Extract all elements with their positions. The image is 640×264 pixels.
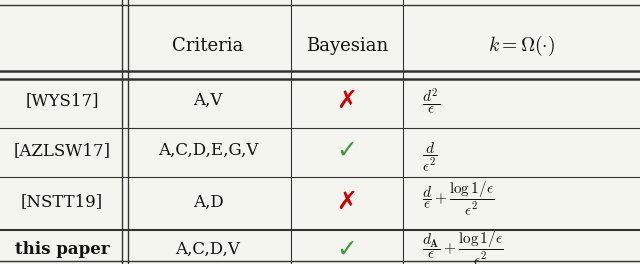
Text: ✓: ✓ (337, 139, 357, 162)
Text: Bayesian: Bayesian (306, 37, 388, 55)
Text: this paper: this paper (15, 241, 109, 258)
Text: A,D: A,D (193, 194, 223, 210)
Text: [NSTT19]: [NSTT19] (21, 194, 103, 210)
Text: [WYS17]: [WYS17] (26, 92, 99, 109)
Text: $\dfrac{d}{\epsilon^2}$: $\dfrac{d}{\epsilon^2}$ (422, 140, 438, 173)
Text: ✗: ✗ (337, 88, 357, 112)
Text: $\dfrac{d^2}{\epsilon}$: $\dfrac{d^2}{\epsilon}$ (422, 87, 440, 116)
Text: Criteria: Criteria (172, 37, 244, 55)
Text: ✓: ✓ (337, 238, 357, 261)
Text: A,C,D,V: A,C,D,V (175, 241, 241, 258)
Text: $\dfrac{d}{\epsilon} + \dfrac{\log 1/\epsilon}{\epsilon^2}$: $\dfrac{d}{\epsilon} + \dfrac{\log 1/\ep… (422, 180, 495, 217)
Text: $k = \Omega(\cdot)$: $k = \Omega(\cdot)$ (488, 34, 555, 58)
Text: ✗: ✗ (337, 190, 357, 214)
Text: A,C,D,E,G,V: A,C,D,E,G,V (158, 142, 258, 159)
Text: [AZLSW17]: [AZLSW17] (13, 142, 111, 159)
Text: $\dfrac{d_{\mathbf{A}}}{\epsilon} + \dfrac{\log 1/\epsilon}{\epsilon^2}$: $\dfrac{d_{\mathbf{A}}}{\epsilon} + \dfr… (422, 230, 504, 264)
Text: A,V: A,V (193, 92, 223, 109)
